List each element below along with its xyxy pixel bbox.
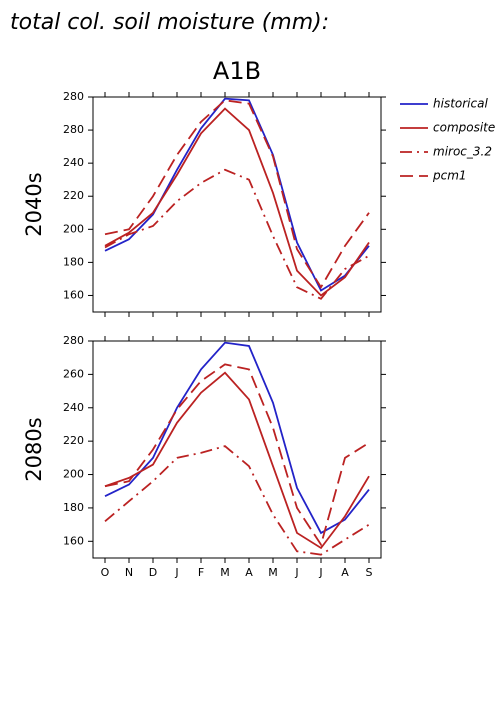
- y-tick-label: 240: [63, 156, 84, 169]
- data-line: [104, 168, 370, 300]
- y-tick-label: 280: [63, 334, 84, 347]
- x-tick-label: O: [101, 566, 110, 579]
- y-tick-label: 180: [63, 255, 84, 268]
- x-tick-label: A: [341, 566, 349, 579]
- data-line: [104, 341, 370, 535]
- data-line: [104, 371, 370, 550]
- y-axis-label: 2080s: [22, 417, 46, 481]
- y-tick-label: 200: [63, 468, 84, 481]
- plot-frame: [92, 340, 382, 559]
- x-tick-label: N: [125, 566, 133, 579]
- x-tick-label: M: [220, 566, 230, 579]
- x-tick-label: M: [268, 566, 278, 579]
- y-tick-label: 280: [63, 90, 84, 103]
- x-tick-label: J: [174, 566, 178, 579]
- data-line: [104, 107, 370, 297]
- data-line: [104, 445, 370, 556]
- data-line: [104, 99, 370, 289]
- y-tick-label: 280: [63, 123, 84, 136]
- y-tick-label: 200: [63, 222, 84, 235]
- plot-frame: [92, 96, 382, 313]
- y-axis-label: 2040s: [22, 172, 46, 236]
- x-tick-label: F: [198, 566, 204, 579]
- data-line: [104, 363, 370, 547]
- legend-label: historical: [433, 97, 488, 111]
- legend-label: pcm1: [432, 169, 467, 183]
- y-tick-label: 220: [63, 434, 84, 447]
- data-line: [104, 97, 370, 292]
- legend-label: miroc_3.2: [433, 145, 492, 159]
- x-tick-label: J: [318, 566, 322, 579]
- legend-label: composite: [433, 121, 495, 135]
- x-tick-label: A: [245, 566, 253, 579]
- x-tick-label: D: [149, 566, 157, 579]
- y-tick-label: 240: [63, 401, 84, 414]
- chart-title: total col. soil moisture (mm):: [10, 10, 329, 35]
- chart-subtitle: A1B: [213, 57, 261, 85]
- x-tick-label: J: [294, 566, 298, 579]
- y-tick-label: 260: [63, 367, 84, 380]
- y-tick-label: 180: [63, 501, 84, 514]
- y-tick-label: 160: [63, 534, 84, 547]
- x-tick-label: S: [366, 566, 373, 579]
- y-tick-label: 220: [63, 189, 84, 202]
- y-tick-label: 160: [63, 288, 84, 301]
